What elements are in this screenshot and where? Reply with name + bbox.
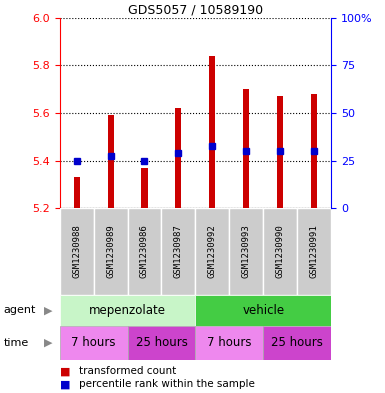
Text: ▶: ▶ (44, 305, 52, 316)
Title: GDS5057 / 10589190: GDS5057 / 10589190 (128, 4, 263, 17)
Text: percentile rank within the sample: percentile rank within the sample (79, 379, 255, 389)
Bar (297, 208, 331, 295)
Text: GSM1230988: GSM1230988 (72, 225, 81, 278)
Text: GSM1230986: GSM1230986 (140, 225, 149, 278)
Text: ▶: ▶ (44, 338, 52, 348)
Bar (94, 208, 127, 295)
Text: GSM1230993: GSM1230993 (242, 225, 251, 278)
Bar (60, 326, 127, 360)
Bar (311, 94, 317, 208)
Bar (229, 208, 263, 295)
Bar (60, 208, 94, 295)
Text: agent: agent (4, 305, 36, 316)
Bar (60, 295, 195, 326)
Text: 25 hours: 25 hours (136, 336, 187, 349)
Text: transformed count: transformed count (79, 366, 176, 376)
Text: 7 hours: 7 hours (207, 336, 251, 349)
Bar (195, 295, 331, 326)
Bar (277, 96, 283, 208)
Bar (176, 108, 181, 208)
Text: GSM1230990: GSM1230990 (276, 225, 285, 278)
Text: vehicle: vehicle (242, 304, 284, 317)
Text: 25 hours: 25 hours (271, 336, 323, 349)
Bar (263, 326, 331, 360)
Text: GSM1230987: GSM1230987 (174, 225, 183, 278)
Bar (141, 168, 147, 208)
Text: GSM1230992: GSM1230992 (208, 225, 217, 278)
Text: ■: ■ (60, 379, 70, 389)
Bar (74, 177, 80, 208)
Bar (263, 208, 297, 295)
Bar (195, 326, 263, 360)
Text: GSM1230991: GSM1230991 (310, 225, 319, 278)
Bar (127, 208, 161, 295)
Bar (243, 89, 249, 208)
Bar (127, 326, 195, 360)
Text: mepenzolate: mepenzolate (89, 304, 166, 317)
Text: time: time (4, 338, 29, 348)
Bar (107, 116, 114, 208)
Bar (161, 208, 195, 295)
Text: 7 hours: 7 hours (71, 336, 116, 349)
Text: ■: ■ (60, 366, 70, 376)
Bar (195, 208, 229, 295)
Text: GSM1230989: GSM1230989 (106, 225, 115, 278)
Bar (209, 56, 215, 208)
